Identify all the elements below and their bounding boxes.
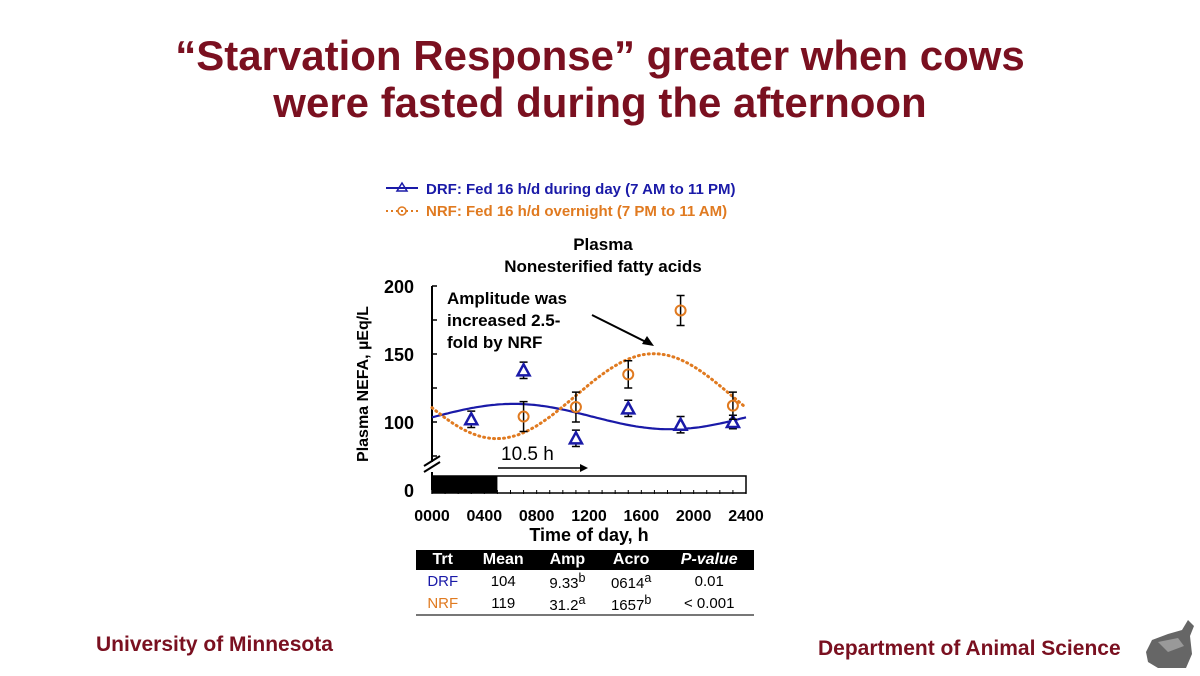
footer-university: University of Minnesota [96,633,333,656]
nrf-point [569,401,582,414]
x-axis-label: Time of day, h [529,525,648,545]
annotation-text: increased 2.5- [447,311,560,330]
nrf-point [517,410,530,423]
phase-label: 10.5 h [501,444,554,465]
x-tick-label: 2000 [676,508,712,525]
error-bar [676,294,685,327]
y-tick-label: 150 [384,345,414,365]
x-tick-label: 0400 [467,508,503,525]
legend-nrf-label: NRF: Fed 16 h/d overnight (7 PM to 11 AM… [426,203,727,220]
annotation-text: Amplitude was [447,289,567,308]
nrf-point [622,368,635,381]
x-tick-label: 1200 [571,508,607,525]
drf-point [620,399,637,415]
col-trt: Trt [416,550,470,570]
legend-drf-marker [395,181,409,192]
drf-fit-curve [431,402,747,431]
drf-point [515,361,532,377]
x-tick-label: 1600 [624,508,660,525]
y-tick-label: 0 [404,481,414,501]
slide-title: “Starvation Response” greater when cows … [175,32,1025,126]
legend-drf-label: DRF: Fed 16 h/d during day (7 AM to 11 P… [426,181,735,198]
nrf-point [726,399,739,412]
chart-title: Plasma [573,235,633,254]
table-row: NRF 119 31.2a 1657b < 0.001 [427,593,735,614]
x-tick-label: 2400 [728,508,764,525]
nrf-fit-curve [430,352,748,441]
x-tick-label: 0800 [519,508,555,525]
legend-nrf-marker [397,206,407,216]
drf-point [724,413,742,429]
col-acro: Acro [597,550,665,570]
dark-period-bar [432,476,498,493]
col-amp: Amp [536,550,598,570]
error-bar [519,400,528,433]
chart-title: Nonesterified fatty acids [504,257,701,276]
x-tick-label: 0000 [414,508,450,525]
cow-logo-icon [1146,620,1194,668]
error-bar [624,360,633,389]
arrowhead-icon [642,336,654,346]
y-tick-label: 100 [384,413,414,433]
annotation-arrow [591,314,649,344]
y-tick-label: 200 [384,277,414,297]
col-mean: Mean [469,550,537,570]
error-bar [728,391,737,421]
table-row: DRF 104 9.33b 0614a 0.01 [427,571,724,592]
nrf-point [674,304,687,317]
annotation-text: fold by NRF [447,333,542,352]
footer-department: Department of Animal Science [818,637,1121,660]
y-axis-label: Plasma NEFA, µEq/L [355,306,372,462]
drf-point [567,429,585,445]
col-pvalue: P-value [664,550,754,570]
cosinor-table: Trt Mean Amp Acro P-value DRF 104 9.33b … [416,550,754,616]
error-bar [571,391,580,423]
axis-break-icon [423,455,441,473]
drf-point [672,416,689,431]
drf-point [463,410,480,426]
arrowhead-icon [580,464,588,472]
